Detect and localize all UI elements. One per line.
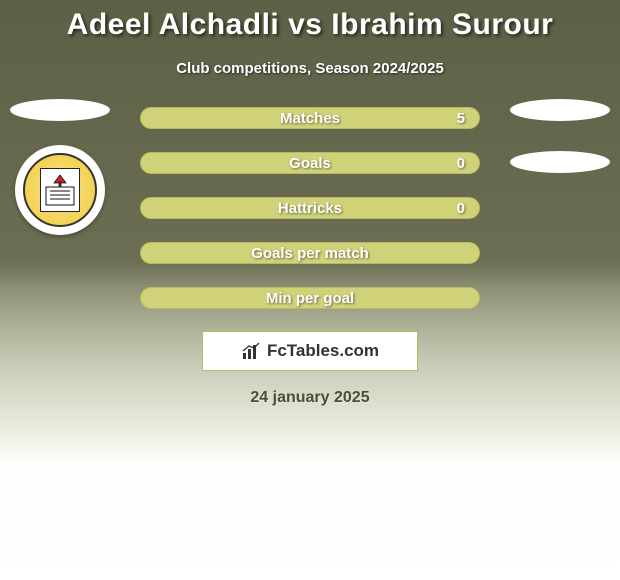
brand-logo-text: FcTables.com [267, 341, 379, 361]
club-badge-left [15, 145, 105, 235]
stat-row-matches: Matches 5 [140, 107, 480, 129]
stat-label: Matches [280, 110, 340, 127]
badge-inner [23, 153, 97, 227]
brand-logo-box[interactable]: FcTables.com [202, 331, 418, 371]
stat-label: Min per goal [266, 290, 354, 307]
stat-row-hattricks: Hattricks 0 [140, 197, 480, 219]
stat-label: Hattricks [278, 200, 342, 217]
stat-value: 0 [457, 200, 465, 217]
bar-chart-icon [241, 341, 261, 361]
player-oval-right-2 [510, 151, 610, 173]
badge-center-icon [40, 168, 80, 212]
date-label: 24 january 2025 [250, 389, 369, 407]
stat-row-goals: Goals 0 [140, 152, 480, 174]
stat-label: Goals [289, 155, 331, 172]
stat-rows: Matches 5 Goals 0 Hattricks 0 Goals per … [140, 107, 480, 309]
stat-row-goals-per-match: Goals per match [140, 242, 480, 264]
player-oval-right-1 [510, 99, 610, 121]
subtitle: Club competitions, Season 2024/2025 [176, 60, 444, 77]
left-column [5, 99, 115, 235]
stats-area: Matches 5 Goals 0 Hattricks 0 Goals per … [0, 107, 620, 309]
stat-row-min-per-goal: Min per goal [140, 287, 480, 309]
player-oval-left [10, 99, 110, 121]
page-title: Adeel Alchadli vs Ibrahim Surour [67, 8, 554, 42]
stat-value: 0 [457, 155, 465, 172]
main-container: Adeel Alchadli vs Ibrahim Surour Club co… [0, 0, 620, 407]
stat-label: Goals per match [251, 245, 369, 262]
stat-value: 5 [457, 110, 465, 127]
right-column [505, 99, 615, 173]
